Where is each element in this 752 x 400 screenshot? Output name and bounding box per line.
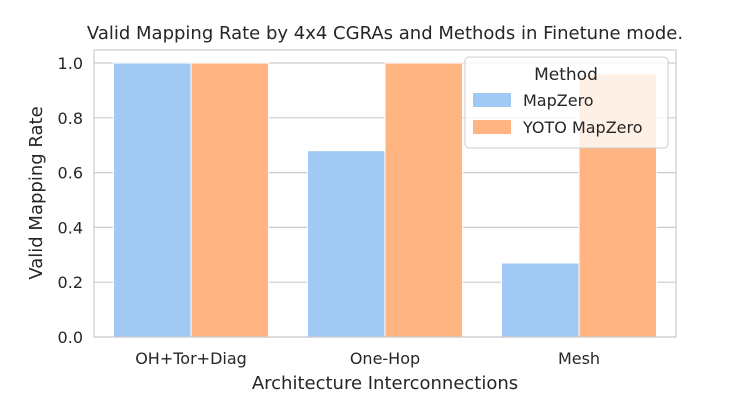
bar [113, 62, 192, 338]
legend-title: Method [534, 65, 598, 85]
y-tick-label: 0.4 [58, 218, 83, 237]
y-tick-labels: 0.0 0.2 0.4 0.6 0.8 1.0 [58, 54, 83, 347]
legend: Method MapZero YOTO MapZero [464, 56, 669, 149]
bar [501, 262, 580, 338]
y-tick-label: 0.6 [58, 164, 83, 183]
chart-title: Valid Mapping Rate by 4x4 CGRAs and Meth… [87, 23, 683, 44]
bar [307, 150, 386, 338]
legend-swatch [473, 93, 511, 107]
legend-label: MapZero [523, 91, 594, 110]
x-tick-label: Mesh [558, 349, 600, 368]
y-tick-label: 1.0 [58, 54, 83, 73]
y-tick-label: 0.2 [58, 273, 83, 292]
bar [190, 62, 269, 338]
legend-box [464, 56, 669, 149]
y-axis-label: Valid Mapping Rate [26, 106, 47, 279]
y-tick-label: 0.0 [58, 328, 83, 347]
x-tick-labels: OH+Tor+Diag One-Hop Mesh [135, 349, 600, 368]
bars [113, 62, 657, 338]
legend-label: YOTO MapZero [522, 118, 643, 137]
x-axis-label: Architecture Interconnections [252, 373, 518, 394]
legend-swatch [473, 120, 511, 134]
y-tick-label: 0.8 [58, 109, 83, 128]
x-tick-label: OH+Tor+Diag [135, 349, 247, 368]
x-tick-label: One-Hop [350, 349, 420, 368]
bar [384, 62, 463, 338]
plot-frame [93, 49, 677, 338]
